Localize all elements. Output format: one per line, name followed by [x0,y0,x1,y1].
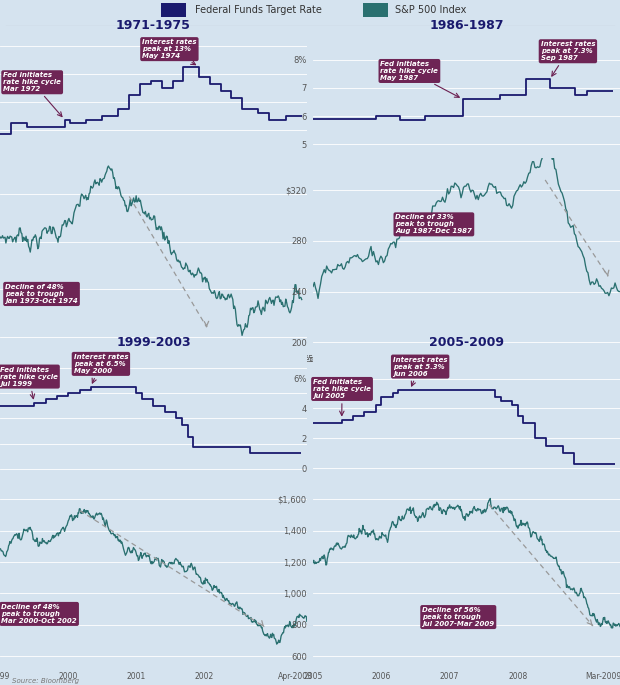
Text: Decline of 56%
peak to trough
Jul 2007-Mar 2009: Decline of 56% peak to trough Jul 2007-M… [422,607,494,627]
Text: Interest rates
peak at 7.3%
Sep 1987: Interest rates peak at 7.3% Sep 1987 [541,41,595,76]
Title: 1986-1987: 1986-1987 [429,18,504,32]
Text: Fed initiates
rate hike cycle
Jul 1999: Fed initiates rate hike cycle Jul 1999 [0,366,58,399]
Text: Decline of 33%
peak to trough
Aug 1987-Dec 1987: Decline of 33% peak to trough Aug 1987-D… [396,214,472,234]
Title: 2005-2009: 2005-2009 [429,336,504,349]
Text: Source: Bloomberg: Source: Bloomberg [12,678,79,684]
Text: Federal Funds Target Rate: Federal Funds Target Rate [195,5,322,15]
Text: Decline of 48%
peak to trough
Mar 2000-Oct 2002: Decline of 48% peak to trough Mar 2000-O… [1,604,77,624]
Text: Fed initiates
rate hike cycle
May 1987: Fed initiates rate hike cycle May 1987 [381,61,459,97]
Text: Interest rates
peak at 13%
May 1974: Interest rates peak at 13% May 1974 [142,39,197,64]
Text: Fed initiates
rate hike cycle
Mar 1972: Fed initiates rate hike cycle Mar 1972 [3,72,62,116]
Text: Interest rates
peak at 6.5%
May 2000: Interest rates peak at 6.5% May 2000 [74,354,128,383]
Text: Decline of 48%
peak to trough
Jan 1973-Oct 1974: Decline of 48% peak to trough Jan 1973-O… [5,284,78,304]
Bar [161,3,186,17]
Text: Fed initiates
rate hike cycle
Jul 2005: Fed initiates rate hike cycle Jul 2005 [313,379,371,416]
Text: Interest rates
peak at 5.3%
Jun 2006: Interest rates peak at 5.3% Jun 2006 [393,356,448,386]
Text: S&P 500 Index: S&P 500 Index [395,5,466,15]
Title: 1971-1975: 1971-1975 [116,18,191,32]
Bar [363,3,388,17]
Title: 1999-2003: 1999-2003 [116,336,191,349]
